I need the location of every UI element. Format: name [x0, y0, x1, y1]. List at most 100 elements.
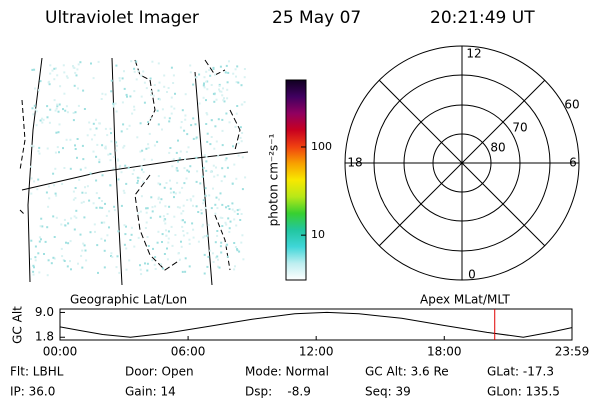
- pixel: [53, 67, 56, 70]
- pixel: [116, 255, 119, 258]
- pixel: [75, 216, 78, 219]
- pixel: [99, 206, 102, 209]
- pixel: [163, 219, 166, 222]
- pixel: [241, 132, 244, 134]
- pixel: [133, 90, 136, 93]
- pixel: [231, 202, 234, 205]
- pixel: [137, 179, 139, 182]
- pixel: [125, 247, 128, 250]
- pixel: [72, 65, 74, 67]
- pixel: [74, 71, 77, 74]
- pixel: [190, 199, 192, 202]
- pixel: [98, 161, 101, 164]
- pixel: [234, 125, 237, 128]
- pixel: [92, 150, 95, 153]
- pixel: [118, 271, 121, 274]
- pixel: [95, 206, 98, 209]
- pixel: [135, 78, 138, 81]
- pixel: [56, 103, 59, 106]
- pixel: [195, 136, 198, 139]
- pixel: [110, 79, 113, 82]
- pixel: [227, 217, 230, 220]
- pixel: [78, 178, 81, 181]
- pixel: [91, 138, 93, 141]
- pixel: [137, 236, 140, 239]
- polar-label: 18: [347, 156, 362, 170]
- pixel: [113, 205, 116, 208]
- pixel: [96, 244, 99, 247]
- pixel: [32, 113, 35, 116]
- pixel: [212, 92, 215, 95]
- pixel: [109, 127, 112, 130]
- pixel: [122, 146, 125, 149]
- pixel: [109, 159, 112, 162]
- pixel: [77, 87, 79, 90]
- pixel: [125, 268, 128, 271]
- pixel: [55, 194, 58, 197]
- pixel: [142, 70, 145, 73]
- x-tick-label: 23:59: [555, 345, 590, 359]
- pixel: [235, 81, 238, 84]
- pixel: [202, 236, 205, 239]
- altitude-plot: 9.0 1.800:00 06:00 12:00 18:00 23:59: [35, 305, 589, 359]
- pixel: [74, 187, 77, 189]
- pixel: [192, 195, 195, 198]
- pixel: [67, 242, 70, 245]
- pixel: [232, 72, 235, 75]
- pixel: [226, 166, 229, 169]
- pixel: [101, 200, 103, 202]
- polar-label: 6: [569, 156, 577, 170]
- ring-label: 80: [490, 141, 505, 155]
- pixel: [123, 87, 126, 90]
- pixel: [123, 70, 125, 73]
- pixel: [171, 165, 174, 168]
- pixel: [53, 184, 56, 187]
- pixel: [151, 259, 154, 262]
- pixel: [192, 204, 194, 207]
- pixel: [62, 64, 65, 67]
- pixel: [145, 87, 148, 90]
- pixel: [150, 90, 153, 93]
- pixel: [93, 223, 96, 226]
- pixel: [73, 228, 76, 231]
- diag: [378, 79, 546, 247]
- pixel: [192, 117, 195, 120]
- pixel: [149, 117, 152, 120]
- pixel: [144, 262, 146, 265]
- pixel: [30, 239, 33, 242]
- pixel: [60, 247, 63, 250]
- pixel: [153, 263, 156, 266]
- pixel: [178, 258, 181, 261]
- pixel: [176, 181, 179, 184]
- pixel: [237, 142, 240, 145]
- pixel: [161, 241, 163, 243]
- pixel: [168, 120, 171, 123]
- pixel: [95, 192, 98, 195]
- pixel: [83, 108, 86, 110]
- pixel: [172, 74, 175, 77]
- pixel: [168, 151, 171, 154]
- pixel: [72, 119, 75, 122]
- pixel: [171, 244, 174, 247]
- instrument: Ultraviolet Imager: [45, 8, 199, 28]
- pixel: [192, 137, 195, 140]
- pixel: [165, 234, 168, 237]
- pixel: [166, 247, 168, 250]
- pixel: [186, 133, 189, 136]
- pixel: [180, 121, 183, 123]
- pixel: [121, 77, 124, 80]
- pixel: [172, 82, 175, 84]
- x-tick-label: 12:00: [299, 345, 334, 359]
- pixel: [203, 235, 206, 238]
- pixel: [182, 204, 185, 207]
- pixel: [34, 108, 37, 111]
- pixel: [53, 78, 56, 81]
- pixel: [118, 166, 121, 169]
- pixel: [225, 64, 228, 67]
- pixel: [176, 169, 179, 172]
- pixel: [240, 140, 243, 143]
- pixel: [217, 155, 220, 158]
- pixel: [173, 196, 175, 199]
- pixel: [206, 234, 209, 237]
- pixel: [145, 147, 148, 150]
